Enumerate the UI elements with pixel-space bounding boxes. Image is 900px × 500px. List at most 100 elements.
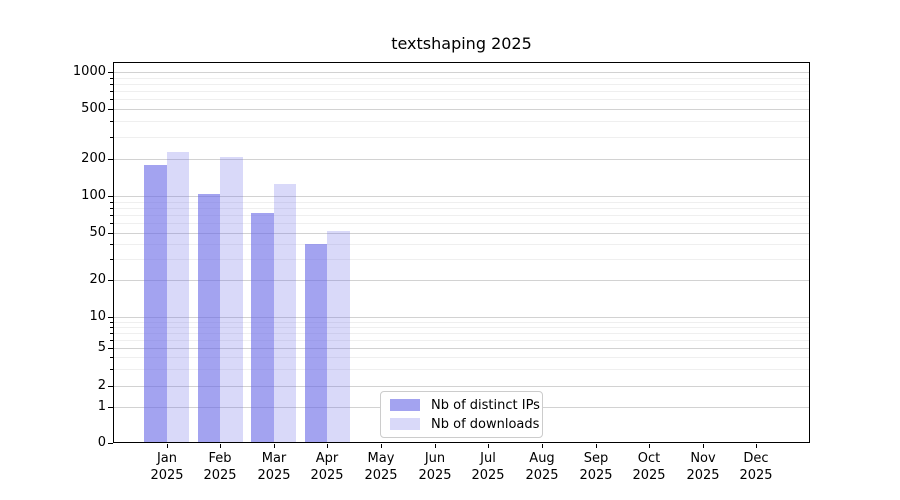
- minor-gridline: [114, 322, 809, 323]
- minor-gridline: [114, 121, 809, 122]
- x-tick: [649, 444, 650, 448]
- x-tick: [596, 444, 597, 448]
- x-tick: [327, 444, 328, 448]
- y-tick: [108, 280, 113, 281]
- x-tick-label: May 2025: [364, 451, 398, 483]
- major-gridline: [114, 348, 809, 349]
- y-minor-tick: [110, 244, 113, 245]
- y-tick-label: 200: [81, 151, 106, 166]
- y-tick: [108, 196, 113, 197]
- y-tick: [108, 443, 113, 444]
- major-gridline: [114, 233, 809, 234]
- major-gridline: [114, 280, 809, 281]
- y-minor-tick: [110, 84, 113, 85]
- y-tick-label: 5: [97, 340, 106, 355]
- y-tick: [108, 109, 113, 110]
- y-tick: [108, 407, 113, 408]
- y-minor-tick: [110, 91, 113, 92]
- minor-gridline: [114, 215, 809, 216]
- x-tick: [756, 444, 757, 448]
- minor-gridline: [114, 333, 809, 334]
- plot-area: [113, 62, 810, 443]
- x-tick-label: Nov 2025: [686, 451, 720, 483]
- bar-distinct-ips-2: [251, 213, 274, 442]
- x-tick-label: Oct 2025: [632, 451, 666, 483]
- x-tick: [167, 444, 168, 448]
- major-gridline: [114, 109, 809, 110]
- y-tick-label: 2: [97, 378, 106, 393]
- minor-gridline: [114, 202, 809, 203]
- minor-gridline: [114, 369, 809, 370]
- legend-swatch-distinct-ips: [390, 399, 420, 411]
- y-minor-tick: [110, 327, 113, 328]
- bar-distinct-ips-0: [144, 165, 167, 442]
- major-gridline: [114, 72, 809, 73]
- x-tick-label: Aug 2025: [525, 451, 559, 483]
- x-tick: [435, 444, 436, 448]
- x-tick-label: Apr 2025: [310, 451, 344, 483]
- bar-downloads-0: [166, 152, 190, 442]
- minor-gridline: [114, 84, 809, 85]
- x-tick-label: Dec 2025: [739, 451, 773, 483]
- y-tick-label: 500: [81, 101, 106, 116]
- minor-gridline: [114, 91, 809, 92]
- y-tick-label: 10: [89, 309, 106, 324]
- x-tick-label: Jul 2025: [471, 451, 505, 483]
- x-tick: [274, 444, 275, 448]
- y-minor-tick: [110, 333, 113, 334]
- y-minor-tick: [110, 215, 113, 216]
- y-tick-label: 0: [97, 435, 106, 450]
- y-tick: [108, 348, 113, 349]
- y-minor-tick: [110, 99, 113, 100]
- x-tick: [381, 444, 382, 448]
- legend: Nb of distinct IPs Nb of downloads: [380, 391, 543, 438]
- legend-swatch-downloads: [390, 418, 420, 430]
- y-minor-tick: [110, 137, 113, 138]
- bar-downloads-2: [273, 184, 297, 442]
- y-minor-tick: [110, 202, 113, 203]
- y-minor-tick: [110, 121, 113, 122]
- y-tick-label: 20: [89, 272, 106, 287]
- y-tick-label: 1: [97, 399, 106, 414]
- y-minor-tick: [110, 357, 113, 358]
- y-tick-label: 100: [81, 188, 106, 203]
- minor-gridline: [114, 78, 809, 79]
- x-tick: [220, 444, 221, 448]
- y-tick: [108, 386, 113, 387]
- x-tick-label: Sep 2025: [579, 451, 613, 483]
- legend-label-downloads: Nb of downloads: [431, 416, 540, 432]
- y-tick-label: 50: [89, 225, 106, 240]
- legend-item-distinct-ips: Nb of distinct IPs: [390, 398, 540, 413]
- y-minor-tick: [110, 340, 113, 341]
- y-minor-tick: [110, 208, 113, 209]
- major-gridline: [114, 159, 809, 160]
- bar-downloads-3: [327, 231, 350, 442]
- bar-distinct-ips-3: [304, 244, 328, 442]
- x-tick-label: Feb 2025: [203, 451, 237, 483]
- minor-gridline: [114, 208, 809, 209]
- y-tick: [108, 233, 113, 234]
- x-tick: [542, 444, 543, 448]
- x-tick: [488, 444, 489, 448]
- y-minor-tick: [110, 322, 113, 323]
- minor-gridline: [114, 244, 809, 245]
- y-tick: [108, 159, 113, 160]
- x-tick-label: Jun 2025: [418, 451, 452, 483]
- x-tick-label: Jan 2025: [150, 451, 184, 483]
- minor-gridline: [114, 99, 809, 100]
- bar-downloads-1: [220, 157, 243, 442]
- major-gridline: [114, 196, 809, 197]
- y-minor-tick: [110, 259, 113, 260]
- x-tick: [703, 444, 704, 448]
- chart-title: textshaping 2025: [391, 34, 532, 53]
- minor-gridline: [114, 357, 809, 358]
- y-tick-label: 1000: [72, 64, 106, 79]
- bar-distinct-ips-1: [197, 194, 221, 442]
- y-tick: [108, 72, 113, 73]
- minor-gridline: [114, 340, 809, 341]
- y-minor-tick: [110, 223, 113, 224]
- y-tick: [108, 317, 113, 318]
- minor-gridline: [114, 137, 809, 138]
- y-minor-tick: [110, 78, 113, 79]
